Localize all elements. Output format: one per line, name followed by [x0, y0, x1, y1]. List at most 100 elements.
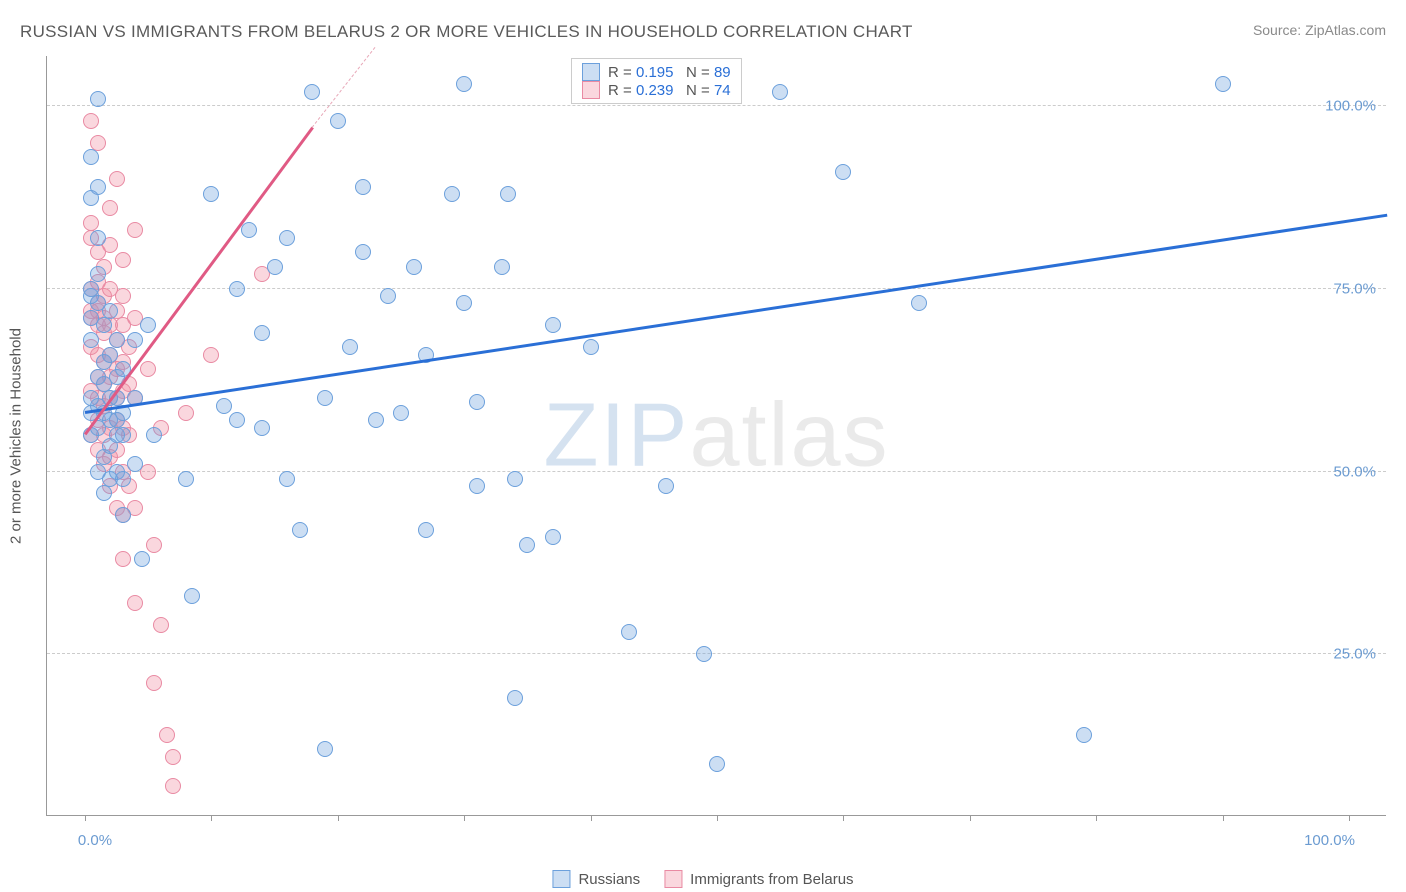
- legend-bottom: Russians Immigrants from Belarus: [552, 870, 853, 888]
- point-belarus: [115, 551, 131, 567]
- point-russian: [355, 244, 371, 260]
- point-russian: [254, 420, 270, 436]
- point-russian: [355, 179, 371, 195]
- point-russian: [140, 317, 156, 333]
- point-russian: [115, 427, 131, 443]
- plot-area: ZIPatlas 25.0%50.0%75.0%100.0%: [46, 56, 1386, 816]
- point-belarus: [153, 617, 169, 633]
- point-russian: [184, 588, 200, 604]
- point-russian: [406, 259, 422, 275]
- point-russian: [911, 295, 927, 311]
- legend-series: Russians: [552, 870, 640, 888]
- x-tick: [970, 815, 971, 821]
- point-russian: [583, 339, 599, 355]
- point-russian: [469, 394, 485, 410]
- point-russian: [709, 756, 725, 772]
- x-tick: [591, 815, 592, 821]
- gridline: [47, 105, 1386, 106]
- point-russian: [102, 347, 118, 363]
- point-belarus: [115, 252, 131, 268]
- point-russian: [115, 507, 131, 523]
- trendline-russian: [85, 213, 1387, 413]
- point-russian: [444, 186, 460, 202]
- point-russian: [507, 690, 523, 706]
- point-russian: [772, 84, 788, 100]
- point-russian: [229, 281, 245, 297]
- gridline: [47, 653, 1386, 654]
- point-belarus: [203, 347, 219, 363]
- point-russian: [267, 259, 283, 275]
- point-russian: [83, 332, 99, 348]
- point-russian: [102, 303, 118, 319]
- point-belarus: [115, 288, 131, 304]
- point-russian: [494, 259, 510, 275]
- point-russian: [229, 412, 245, 428]
- point-russian: [469, 478, 485, 494]
- legend-stats-row: R = 0.239 N = 74: [582, 81, 731, 99]
- y-tick-label: 25.0%: [1333, 646, 1376, 663]
- point-russian: [146, 427, 162, 443]
- point-russian: [545, 317, 561, 333]
- x-tick: [85, 815, 86, 821]
- legend-stats: R = 0.195 N = 89R = 0.239 N = 74: [571, 58, 742, 104]
- source-label: Source: ZipAtlas.com: [1253, 22, 1386, 38]
- point-belarus: [90, 135, 106, 151]
- point-russian: [418, 522, 434, 538]
- point-russian: [203, 186, 219, 202]
- x-tick: [464, 815, 465, 821]
- legend-swatch: [582, 81, 600, 99]
- point-belarus: [146, 675, 162, 691]
- x-label-min: 0.0%: [78, 832, 112, 849]
- point-russian: [342, 339, 358, 355]
- point-russian: [304, 84, 320, 100]
- point-russian: [90, 230, 106, 246]
- point-russian: [90, 266, 106, 282]
- point-belarus: [127, 222, 143, 238]
- x-tick: [1223, 815, 1224, 821]
- x-tick: [843, 815, 844, 821]
- point-russian: [292, 522, 308, 538]
- legend-label: Russians: [578, 871, 640, 888]
- point-russian: [507, 471, 523, 487]
- point-russian: [1076, 727, 1092, 743]
- point-belarus: [165, 778, 181, 794]
- point-russian: [83, 149, 99, 165]
- point-russian: [393, 405, 409, 421]
- point-russian: [279, 230, 295, 246]
- point-belarus: [83, 215, 99, 231]
- point-belarus: [127, 595, 143, 611]
- y-axis-label: 2 or more Vehicles in Household: [8, 328, 25, 544]
- point-belarus: [178, 405, 194, 421]
- point-belarus: [102, 200, 118, 216]
- chart-title: RUSSIAN VS IMMIGRANTS FROM BELARUS 2 OR …: [20, 22, 913, 42]
- point-russian: [456, 295, 472, 311]
- point-russian: [696, 646, 712, 662]
- point-russian: [317, 390, 333, 406]
- x-label-max: 100.0%: [1304, 832, 1355, 849]
- legend-label: Immigrants from Belarus: [690, 871, 853, 888]
- legend-swatch: [664, 870, 682, 888]
- point-russian: [96, 485, 112, 501]
- x-tick: [211, 815, 212, 821]
- y-tick-label: 75.0%: [1333, 280, 1376, 297]
- point-russian: [90, 91, 106, 107]
- point-russian: [241, 222, 257, 238]
- point-russian: [519, 537, 535, 553]
- point-russian: [279, 471, 295, 487]
- point-russian: [1215, 76, 1231, 92]
- point-belarus: [146, 537, 162, 553]
- point-russian: [456, 76, 472, 92]
- y-tick-label: 50.0%: [1333, 463, 1376, 480]
- point-russian: [330, 113, 346, 129]
- point-russian: [368, 412, 384, 428]
- point-russian: [500, 186, 516, 202]
- point-russian: [658, 478, 674, 494]
- point-belarus: [109, 171, 125, 187]
- point-belarus: [165, 749, 181, 765]
- legend-stats-row: R = 0.195 N = 89: [582, 63, 731, 81]
- y-tick-label: 100.0%: [1325, 98, 1376, 115]
- point-russian: [96, 317, 112, 333]
- point-russian: [835, 164, 851, 180]
- legend-swatch: [552, 870, 570, 888]
- x-tick: [1349, 815, 1350, 821]
